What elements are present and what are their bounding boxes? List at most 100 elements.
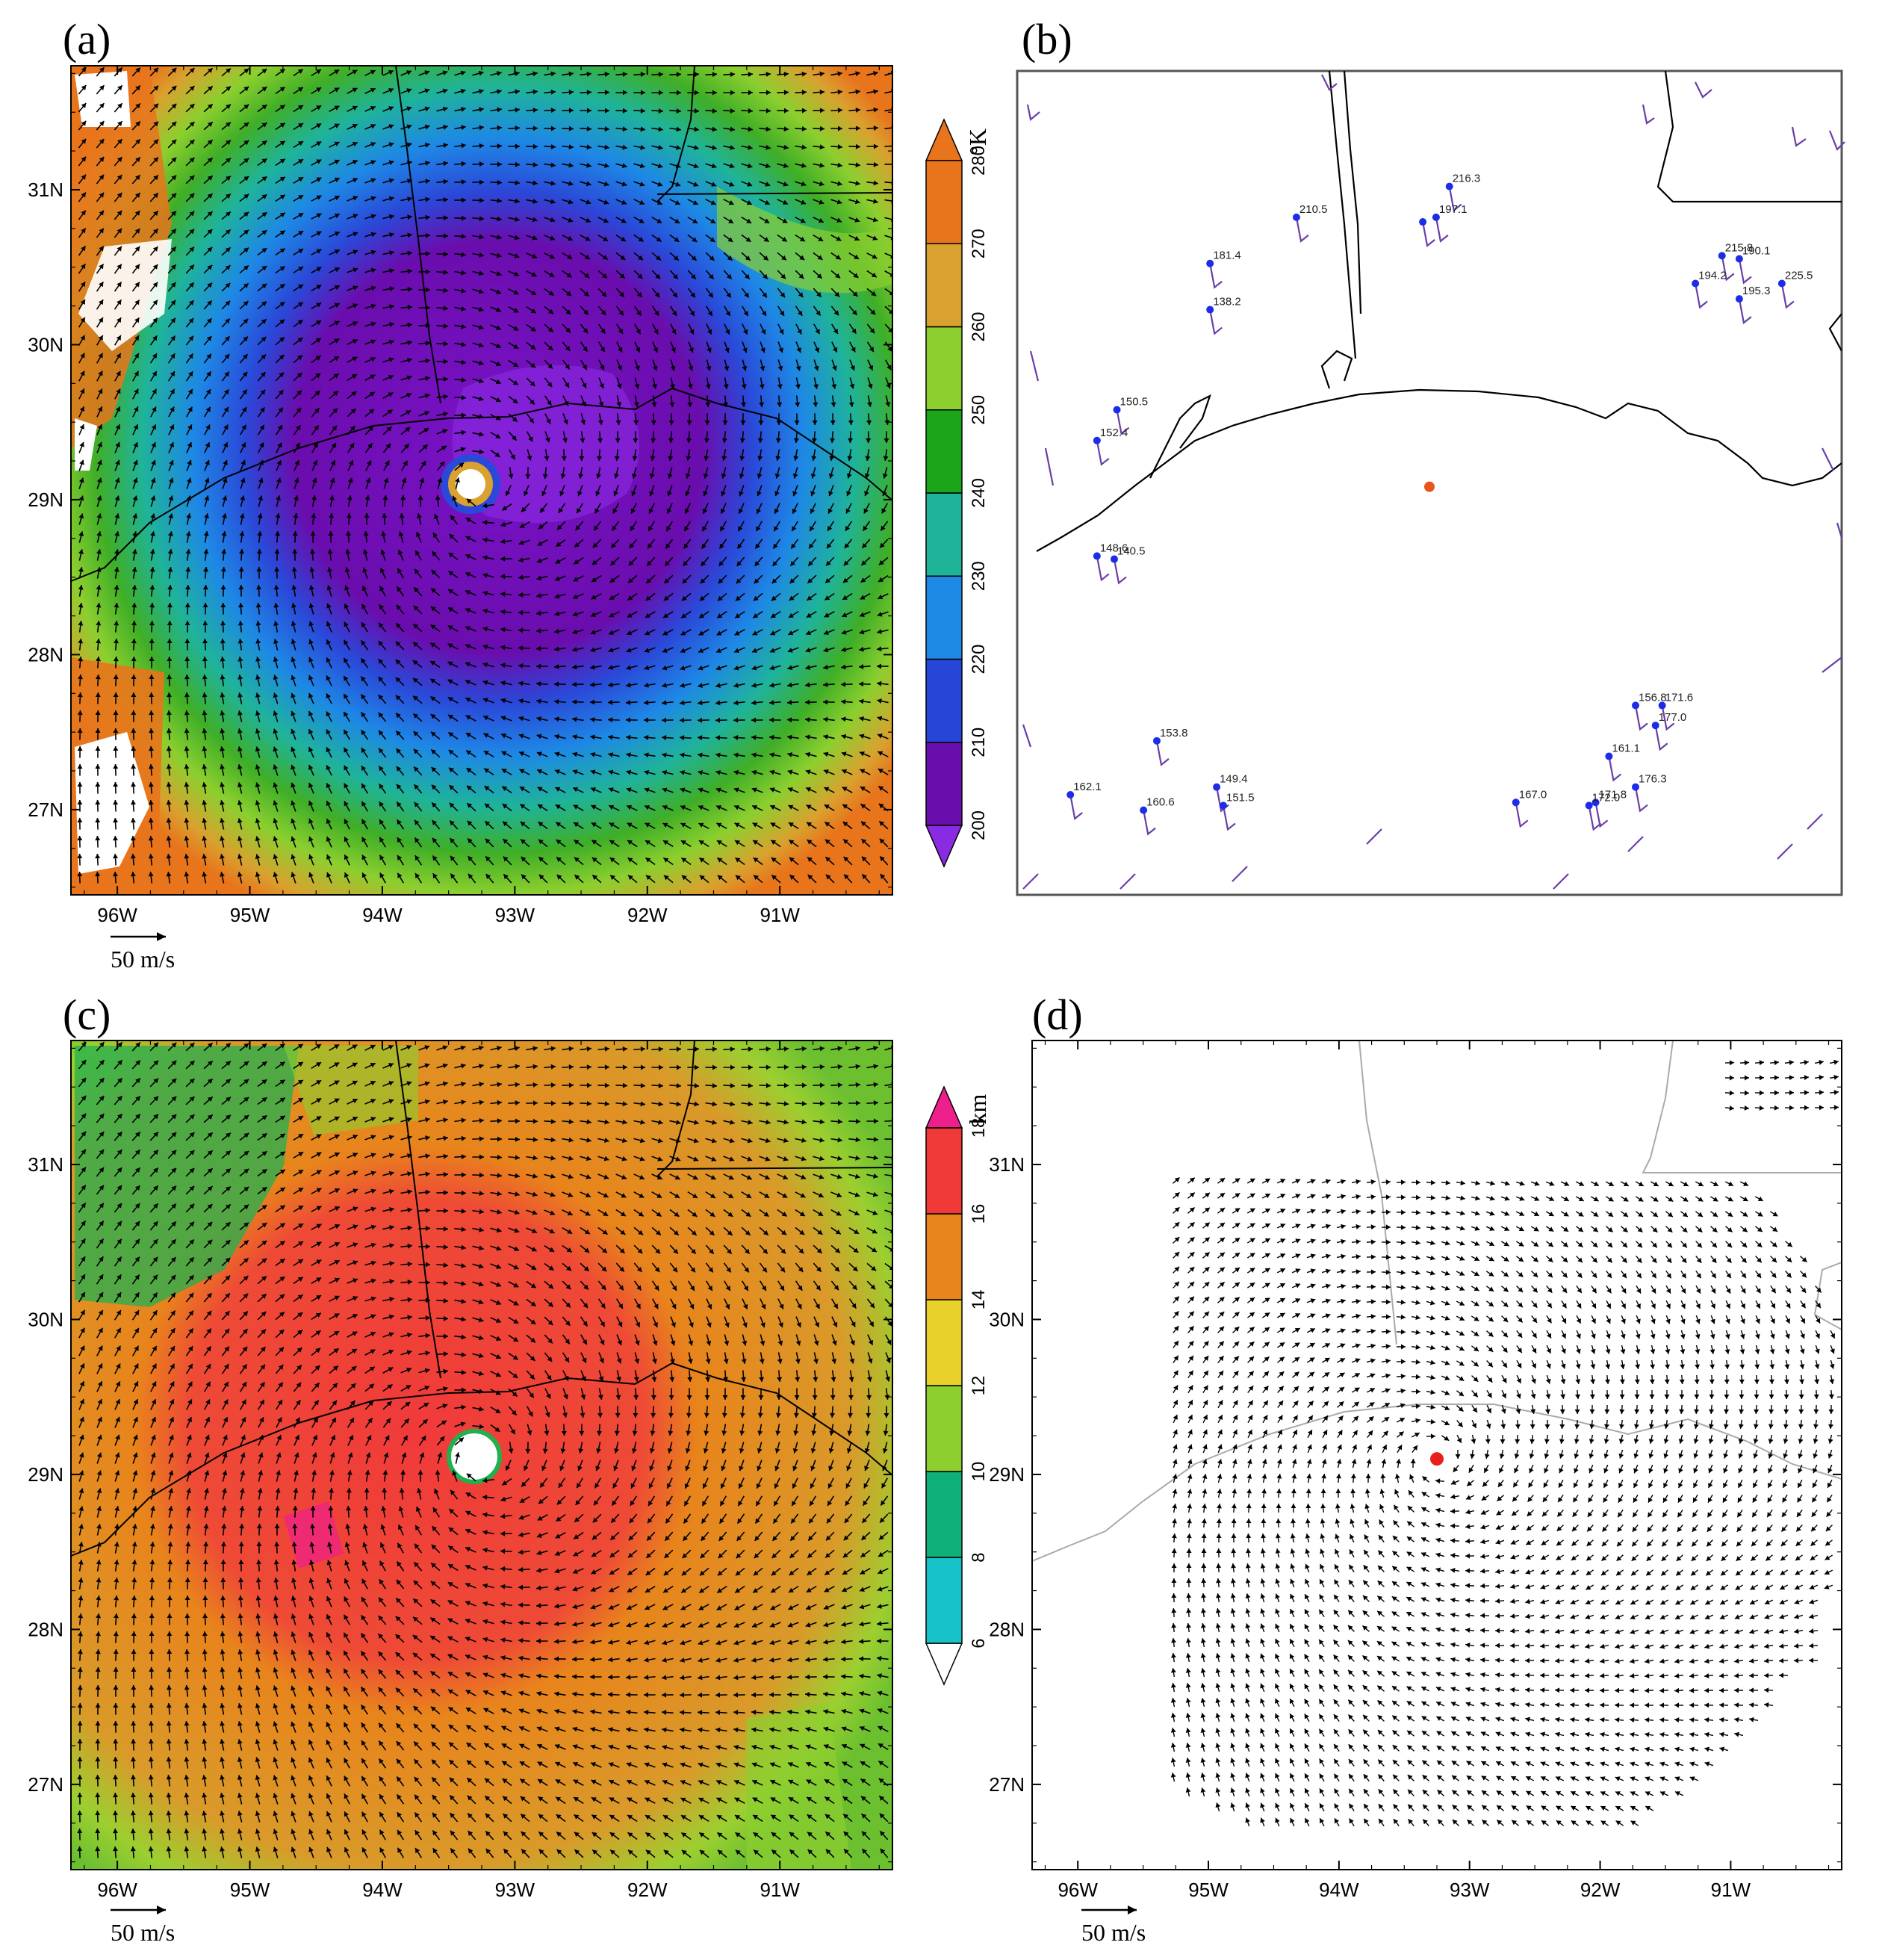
wind-vector-head (549, 254, 555, 259)
wind-vector-head (240, 495, 246, 501)
wind-vector-head (243, 158, 249, 164)
wind-vector-head (590, 699, 595, 705)
wind-vector-head (698, 665, 704, 671)
wind-vector-head (167, 585, 173, 590)
wind-vector-head (608, 699, 613, 705)
wind-vector-head (114, 603, 119, 608)
wind-vector-head (316, 159, 322, 164)
wind-vector-head (610, 560, 616, 565)
wind-vector-head (398, 531, 404, 537)
wind-vector-head (863, 525, 868, 531)
wind-vector-head (729, 1138, 735, 1144)
wind-vector-head (819, 108, 825, 114)
wind-vector-head (609, 577, 615, 583)
wind-vector-head (518, 663, 524, 669)
wind-vector-head (465, 590, 471, 595)
wind-vector-head (149, 603, 155, 608)
wind-vector-head (644, 752, 649, 758)
wind-vector-head (819, 1137, 825, 1143)
wind-vector-head (81, 246, 86, 252)
wind-vector-head (460, 88, 466, 94)
wind-vector-head (801, 1046, 807, 1052)
wind-vector-head (855, 1100, 860, 1106)
wind-vector-head (681, 858, 687, 863)
wind-vector-head (574, 840, 580, 845)
x-tick-label-a-5: 91W (760, 904, 800, 926)
wind-vector-head (741, 384, 747, 389)
wind-vector-head (308, 836, 314, 842)
wind-vector-head (640, 108, 645, 114)
station-dot-24 (1213, 783, 1221, 791)
wind-vector-head (352, 1116, 358, 1122)
wind-vector-head (619, 291, 624, 297)
wind-vector-head (860, 751, 865, 757)
wind-vector-head (479, 431, 484, 437)
wind-vector-head (819, 162, 825, 168)
wind-vector-head (261, 87, 267, 92)
station-label-4: 181.4 (1213, 249, 1241, 262)
wind-vector-head (799, 236, 805, 242)
wind-vector-head (530, 308, 536, 314)
wind-vector-head (171, 1096, 177, 1102)
wind-vector-head (680, 805, 686, 810)
wind-vector-head (609, 630, 614, 635)
wind-vector-head (153, 1150, 158, 1156)
wind-vector-head (873, 1118, 878, 1124)
wind-vector-head (152, 264, 158, 270)
wind-vector-head (316, 105, 322, 111)
wind-vector-head (609, 612, 615, 618)
wind-vector-head (604, 163, 609, 168)
wind-vector-head (95, 710, 101, 716)
wind-vector-head (396, 623, 401, 629)
wind-vector-head (478, 70, 484, 76)
wind-vector-head (350, 426, 355, 431)
wind-vector-head (389, 322, 394, 327)
wind-vector-head (370, 196, 376, 202)
station-barb-22 (1515, 802, 1529, 828)
wind-vector-head (500, 716, 506, 721)
wind-vector-head (316, 1062, 322, 1067)
wind-vector-head (591, 822, 597, 828)
wind-vector-head (662, 630, 668, 636)
wind-vector-head (497, 125, 502, 131)
wind-vector-head (202, 639, 208, 644)
wind-vector-head (842, 612, 848, 618)
wind-vector-head (361, 748, 367, 754)
station-dot-3 (1419, 218, 1427, 226)
wind-vector-head (98, 388, 103, 394)
wind-vector-head (712, 90, 717, 96)
wind-vector-head (415, 873, 420, 878)
wind-vector-head (573, 804, 579, 810)
wind-vector-head (443, 359, 448, 365)
wind-vector-head (622, 1119, 627, 1125)
wind-vector-head (171, 1132, 177, 1138)
wind-vector-head (279, 284, 285, 289)
wind-vector-head (680, 683, 685, 688)
wind-vector-head (801, 126, 807, 131)
wind-vector-head (425, 358, 430, 364)
wind-vector-head (370, 1117, 376, 1122)
wind-vector-head (777, 365, 783, 371)
wind-vector-head (586, 199, 591, 205)
wind-vector-head (326, 621, 332, 627)
wind-vector-head (684, 526, 689, 532)
wind-vector-head (766, 126, 771, 132)
wind-vector-head (866, 438, 872, 443)
wind-vector-head (772, 560, 778, 566)
wind-vector-head (202, 603, 208, 608)
wind-vector-head (261, 1079, 267, 1085)
wind-vector-head (220, 657, 226, 662)
wind-vector-head (116, 353, 121, 359)
wind-vector-head (816, 291, 822, 297)
wind-vector-head (334, 69, 340, 75)
wind-vector-head (497, 216, 502, 222)
wind-vector-head (830, 402, 836, 407)
wind-vector-head (632, 456, 638, 461)
wind-vector-head (554, 628, 559, 634)
station-barb-14 (1113, 559, 1127, 585)
station-label-5: 138.2 (1213, 296, 1241, 308)
wind-vector-head (622, 144, 627, 150)
wind-vector-head (81, 228, 86, 234)
wind-vector-head (291, 621, 296, 627)
wind-vector-head (406, 1045, 412, 1050)
